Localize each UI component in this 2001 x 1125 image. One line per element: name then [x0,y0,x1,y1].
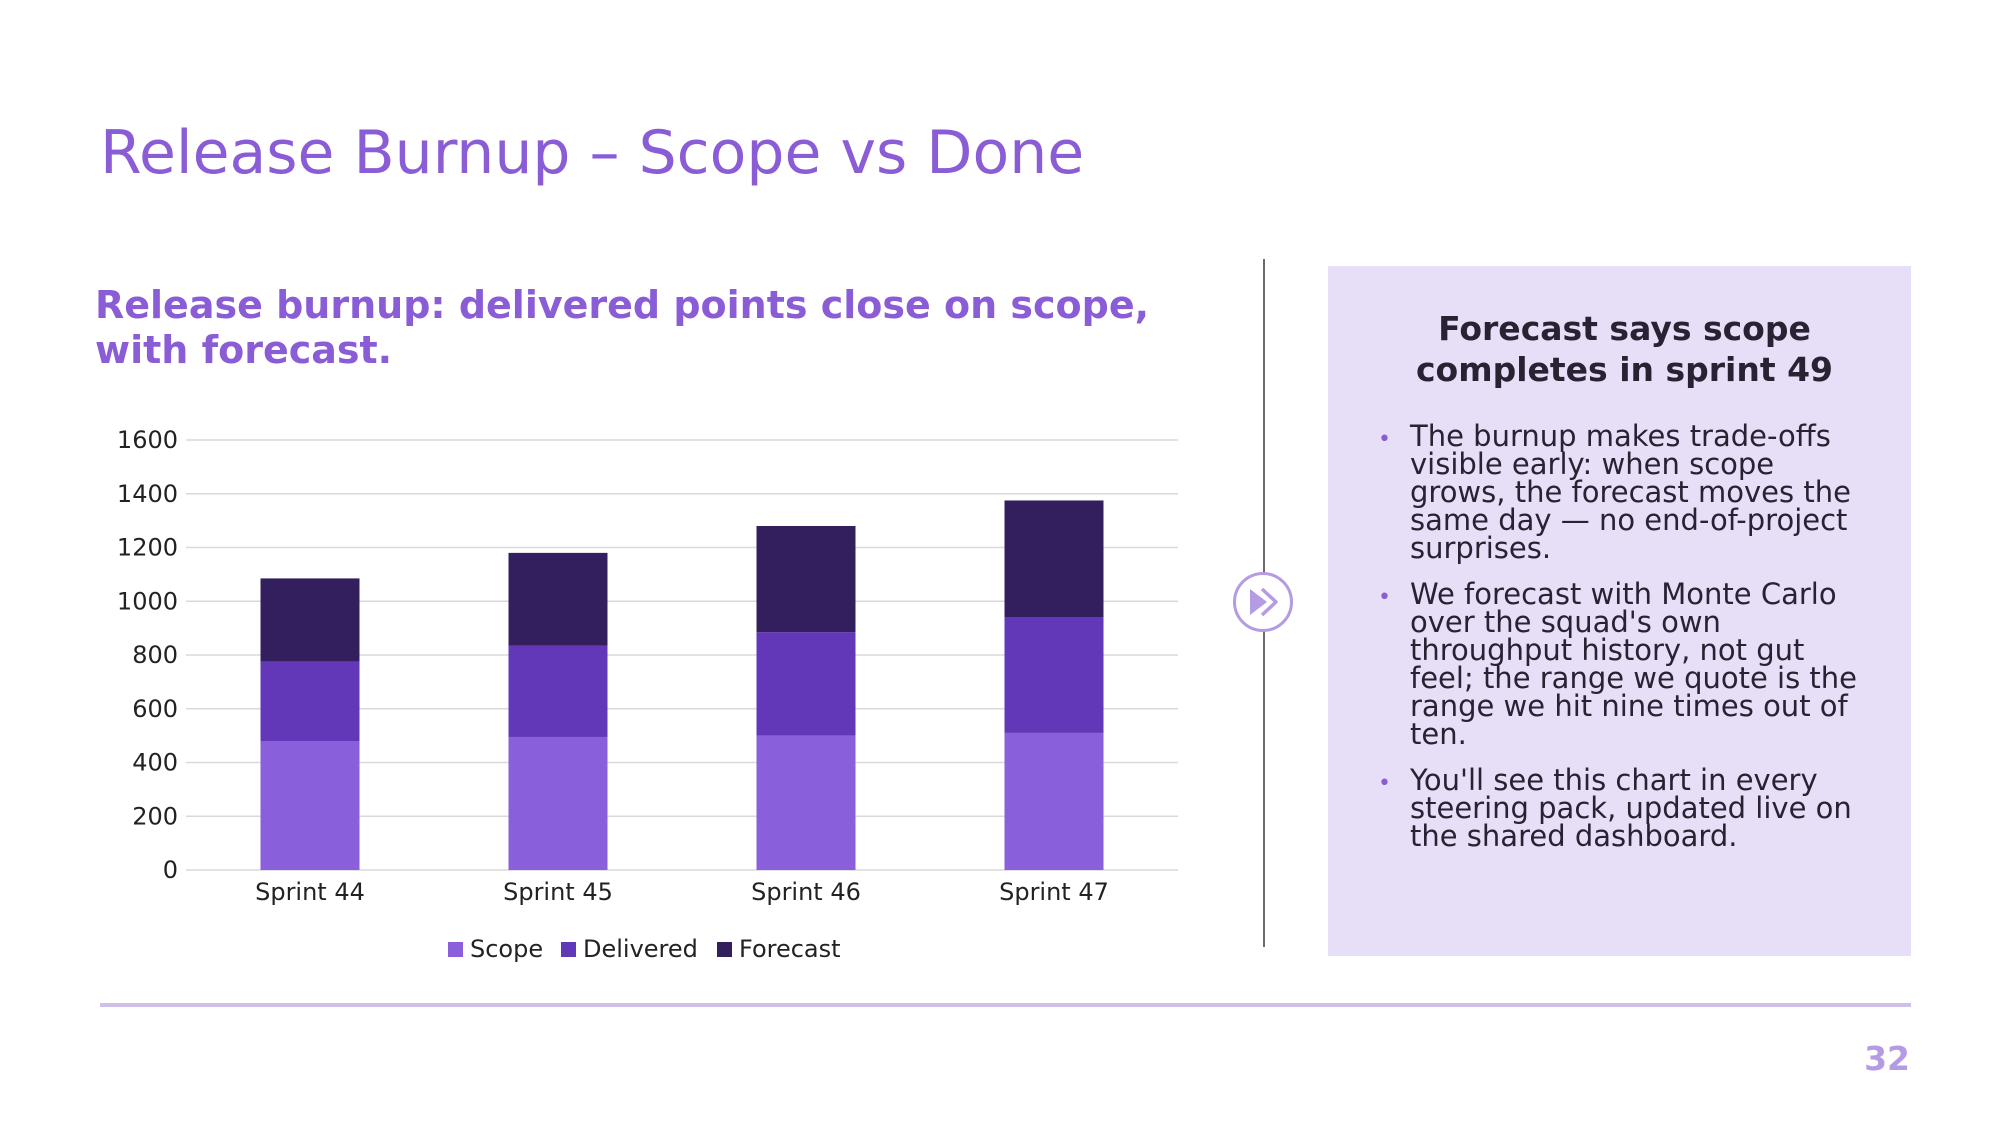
panel-bullet-text: The burnup makes trade-offs visible earl… [1410,419,1851,565]
double-chevron-right-icon [1233,572,1293,632]
bullet-dot-icon: • [1378,427,1391,452]
legend-swatch-delivered [561,942,576,957]
bar-scope [260,741,360,870]
bar-scope [756,735,856,870]
bar-scope [508,736,608,870]
bullet-dot-icon: • [1378,771,1391,796]
bar-forecast [260,578,360,662]
bar-scope [1004,732,1104,870]
bar-forecast [508,552,608,646]
burnup-chart: 0 200 400 600 800 1000 1200 1400 1600 Sprint 44 Sp… [117,426,1178,963]
panel-bullet-text: We forecast with Monte Carlo over the sq… [1410,577,1858,751]
legend-label: Forecast [739,935,841,963]
bullet-dot-icon: • [1378,585,1391,610]
y-tick-label: 1200 [117,534,178,562]
y-tick-label: 200 [132,802,178,830]
x-tick-label: Sprint 44 [255,878,365,906]
bar-forecast [756,526,856,633]
legend-label: Delivered [583,935,698,963]
panel-bullet-list: • The burnup makes trade-offs visible ea… [1378,419,1871,853]
legend-swatch-forecast [717,942,732,957]
x-tick-label: Sprint 45 [503,878,613,906]
y-tick-label: 0 [163,856,178,884]
y-tick-label: 400 [132,749,178,777]
chart-heading: Release burnup: delivered points close o… [95,283,1150,372]
panel-bullet: • We forecast with Monte Carlo over the … [1378,577,1871,751]
bar-delivered [508,645,608,737]
y-tick-label: 1400 [117,480,178,508]
bar-forecast [1004,500,1104,618]
legend-swatch-scope [448,942,463,957]
panel-bullet: • The burnup makes trade-offs visible ea… [1378,419,1871,565]
bar-delivered [756,632,856,736]
y-tick-label: 800 [132,641,178,669]
footer-rule [100,1003,1911,1007]
forecast-panel: Forecast says scope completes in sprint … [1328,266,1911,956]
x-tick-label: Sprint 47 [999,878,1109,906]
x-tick-label: Sprint 46 [751,878,861,906]
panel-bullet-text: You'll see this chart in every steering … [1410,763,1852,853]
legend-label: Scope [470,935,543,963]
panel-title: Forecast says scope completes in sprint … [1415,309,1834,389]
page-number: 32 [1864,1039,1910,1078]
panel-bullet: • You'll see this chart in every steerin… [1378,763,1871,853]
y-tick-label: 600 [132,695,178,723]
slide-title: Release Burnup – Scope vs Done [100,118,1085,188]
bar-delivered [260,661,360,741]
y-tick-label: 1600 [117,426,178,454]
bar-delivered [1004,617,1104,733]
y-tick-label: 1000 [117,587,178,615]
